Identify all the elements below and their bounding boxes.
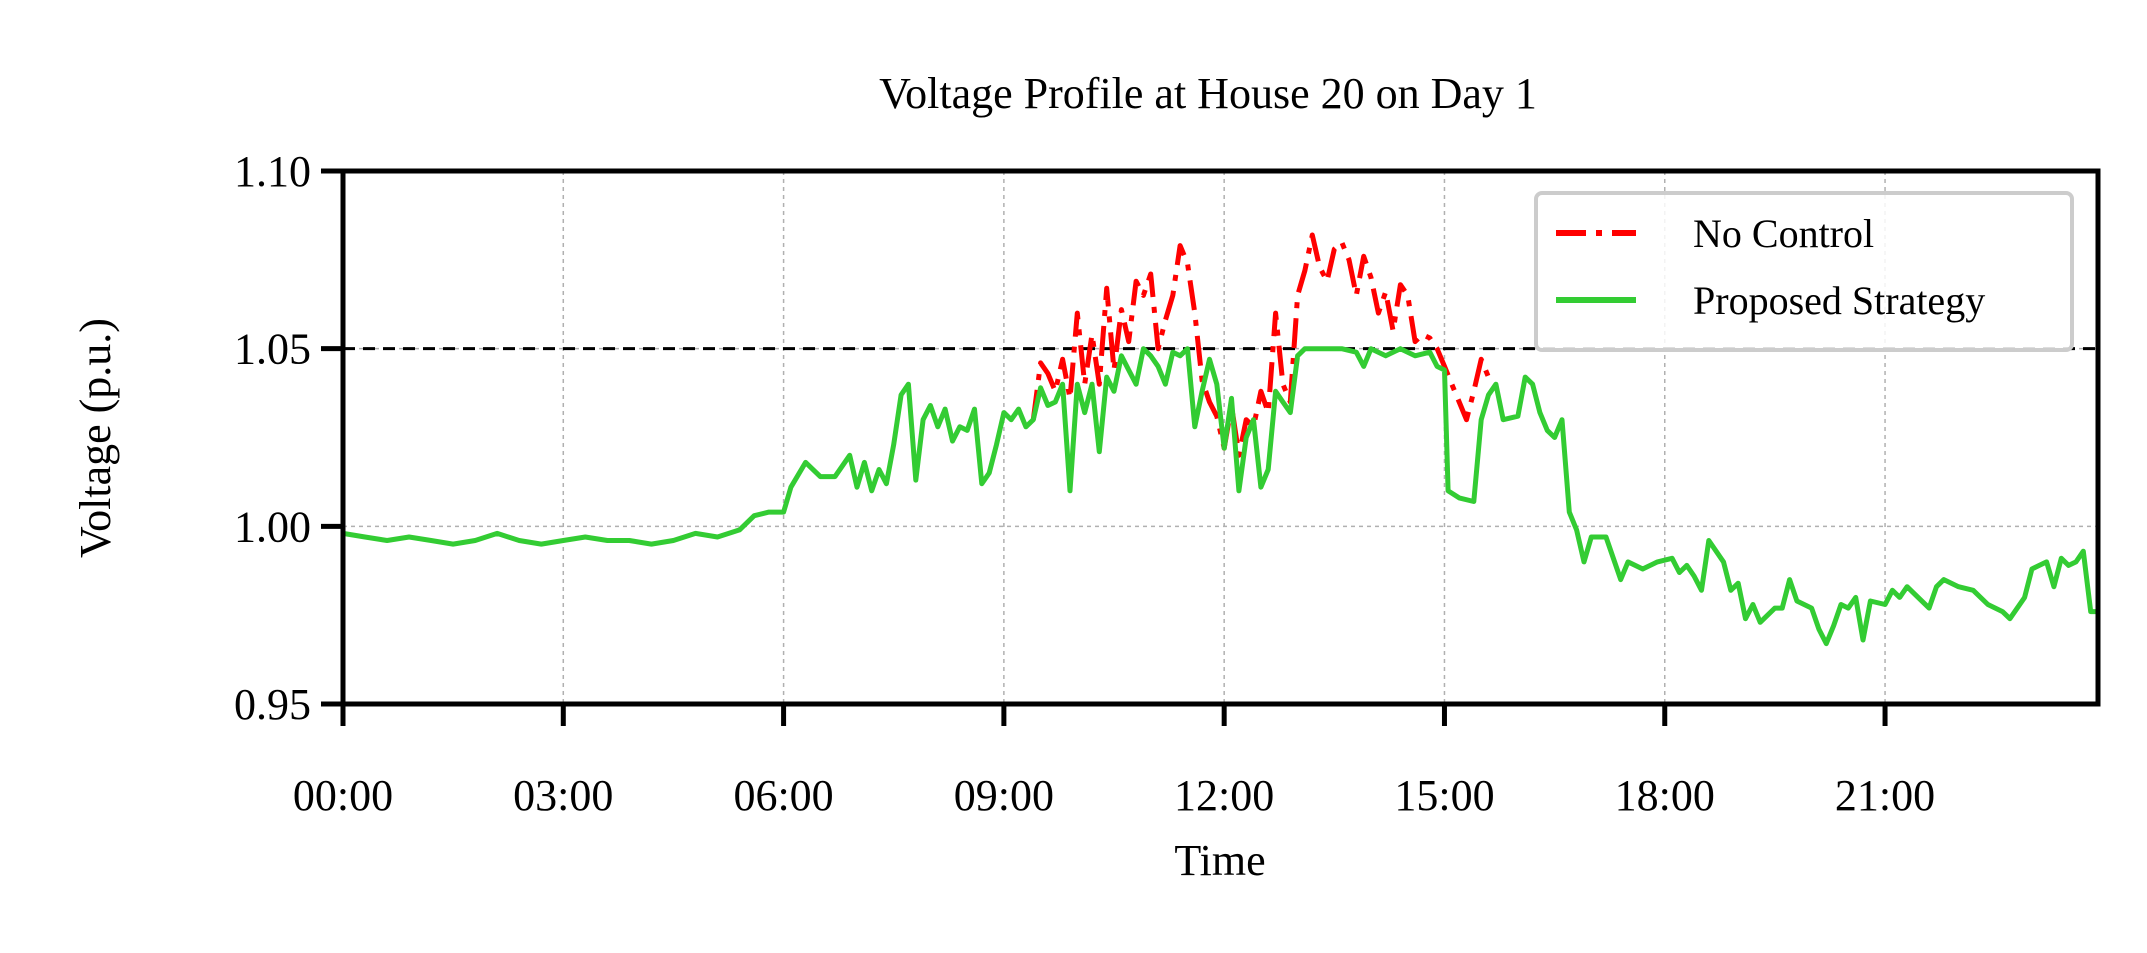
- legend-box: [1534, 191, 2074, 352]
- plot-series: [342, 232, 2098, 647]
- y-tick-label: 1.05: [234, 325, 311, 374]
- x-tick-label: 09:00: [954, 771, 1054, 820]
- series-line-proposed-strategy: [342, 346, 2098, 647]
- x-axis-label: Time: [1174, 836, 1265, 885]
- y-axis: 0.95 1.00 1.05 1.10: [234, 147, 343, 729]
- x-tick-label: 15:00: [1394, 771, 1494, 820]
- y-tick-label: 1.10: [234, 147, 311, 196]
- x-tick-label: 12:00: [1174, 771, 1274, 820]
- plot-frame: [340, 168, 2101, 707]
- legend-label-proposed-strategy: Proposed Strategy: [1693, 278, 1985, 323]
- x-tick-label: 21:00: [1835, 771, 1935, 820]
- x-tick-label: 06:00: [733, 771, 833, 820]
- x-axis: 00:00 03:00 06:00 09:00 12:00 15:00 18:00 21:00: [293, 704, 1935, 820]
- y-axis-label: Voltage (p.u.): [71, 318, 120, 558]
- x-tick-label: 00:00: [293, 771, 393, 820]
- legend: No Control Proposed Strategy: [1534, 191, 2074, 352]
- legend-label-no-control: No Control: [1693, 211, 1874, 256]
- series-line-no-control: [1030, 232, 1491, 458]
- x-tick-label: 03:00: [513, 771, 613, 820]
- x-tick-label: 18:00: [1615, 771, 1715, 820]
- y-tick-label: 1.00: [234, 502, 311, 551]
- y-tick-label: 0.95: [234, 680, 311, 729]
- chart-title: Voltage Profile at House 20 on Day 1: [879, 69, 1537, 118]
